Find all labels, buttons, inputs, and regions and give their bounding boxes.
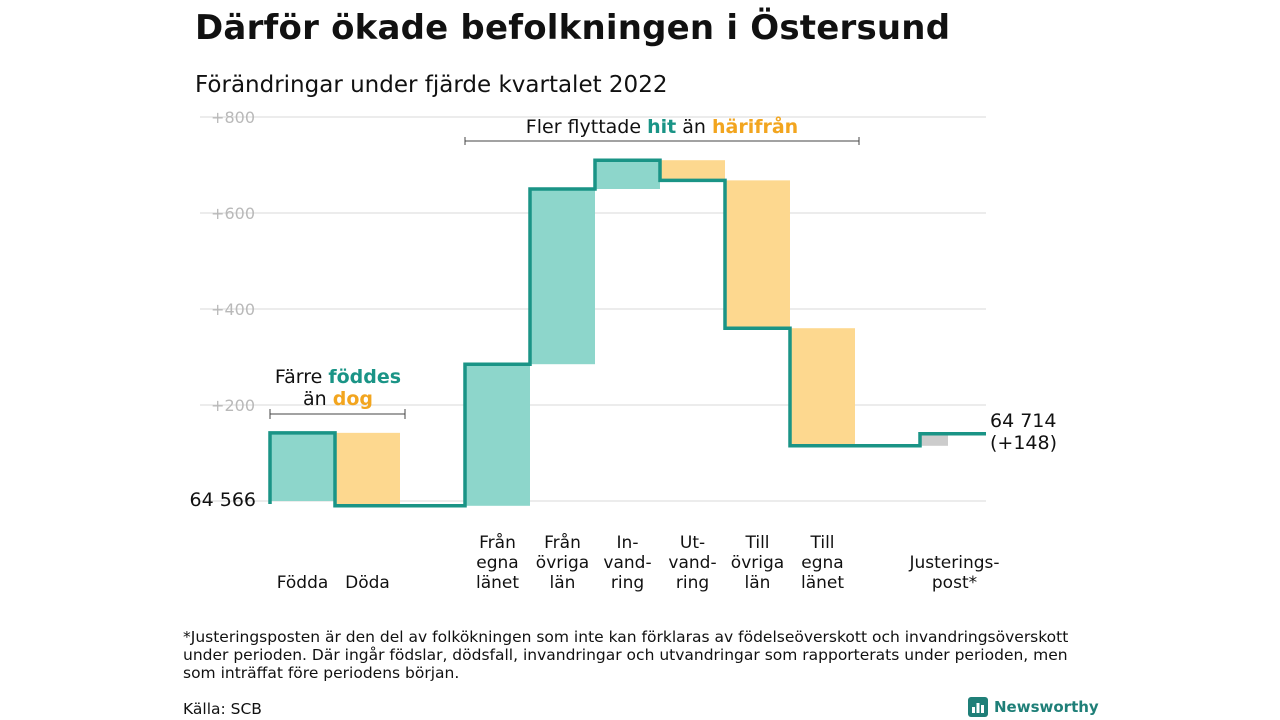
waterfall-bar — [920, 433, 948, 446]
category-label: Till övriga län — [731, 533, 784, 593]
y-tick-label: +600 — [211, 204, 255, 223]
bar-layer — [270, 160, 948, 506]
category-label: Från egna länet — [476, 532, 519, 593]
y-tick-label: +400 — [211, 300, 255, 319]
level-line — [268, 158, 986, 508]
brand-name: Newsworthy — [994, 698, 1099, 716]
moves-annotation: Fler flyttade hit än härifrån — [526, 114, 798, 138]
brand-logo: Newsworthy — [968, 697, 1099, 717]
y-tick-label: +800 — [211, 108, 255, 127]
category-label: Ut-vand-ring — [668, 533, 716, 593]
waterfall-bar — [270, 432, 335, 501]
category-label: Till egna länet — [801, 533, 844, 593]
chart-subtitle: Förändringar under fjärde kvartalet 2022 — [195, 72, 668, 98]
source-label: Källa: SCB — [183, 700, 262, 718]
end-value-label: 64 714 — [990, 410, 1056, 432]
waterfall-chart: +200 +400 +600 +800 Färre föddes än dog Fle… — [190, 108, 1058, 593]
category-label: Döda — [345, 573, 390, 593]
waterfall-bar — [335, 432, 400, 506]
waterfall-bar — [465, 364, 530, 506]
category-labels: Födda Döda Från egna länet Från övriga län In-va… — [277, 532, 1000, 593]
category-label: Från övriga län — [536, 532, 589, 593]
footnote: *Justeringsposten är den del av folkökni… — [183, 628, 1069, 682]
births-annotation-line1: Färre föddes — [275, 366, 401, 388]
chart-title: Därför ökade befolkningen i Östersund — [195, 8, 951, 48]
category-label: In-vand-ring — [603, 533, 651, 593]
waterfall-bar — [725, 180, 790, 329]
births-annotation-line2: än dog — [303, 388, 373, 410]
line-layer — [268, 158, 986, 508]
category-label: Justerings-post* — [908, 553, 999, 593]
waterfall-bar — [595, 160, 660, 189]
grid-layer: +200 +400 +600 +800 — [200, 108, 986, 502]
y-tick-label: +200 — [211, 396, 255, 415]
waterfall-bar — [790, 328, 855, 446]
waterfall-bar — [530, 189, 595, 365]
start-value-label: 64 566 — [190, 489, 256, 511]
bar-chart-icon — [968, 697, 988, 717]
waterfall-bar — [660, 160, 725, 181]
category-label: Födda — [277, 573, 329, 593]
end-change-label: (+148) — [990, 432, 1057, 454]
